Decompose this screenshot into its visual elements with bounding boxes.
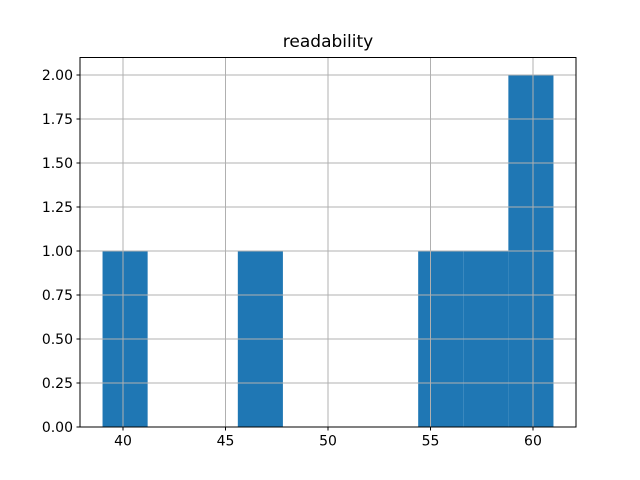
x-tick-label: 50 (319, 434, 337, 450)
y-tick-label: 2.00 (42, 68, 73, 84)
x-tick-label: 40 (114, 434, 132, 450)
y-tick-label: 0.50 (42, 332, 73, 348)
chart-title: readability (282, 32, 374, 52)
y-tick-label: 1.00 (42, 244, 73, 260)
y-tick-label: 0.00 (42, 420, 73, 436)
y-tick-label: 1.50 (42, 156, 73, 172)
y-tick-label: 1.75 (42, 112, 73, 128)
x-tick-label: 55 (422, 434, 440, 450)
x-tick-label: 45 (217, 434, 235, 450)
y-tick-label: 0.25 (42, 376, 73, 392)
x-tick-label: 60 (524, 434, 542, 450)
y-tick-label: 0.75 (42, 288, 73, 304)
y-tick-label: 1.25 (42, 200, 73, 216)
